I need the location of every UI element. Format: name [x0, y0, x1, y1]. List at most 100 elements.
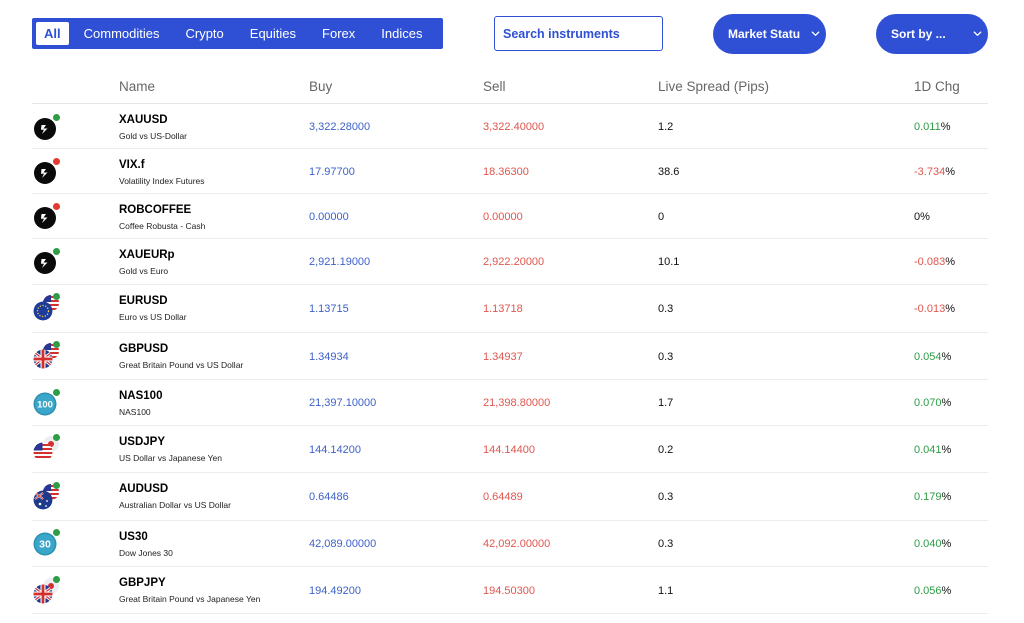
instrument-symbol[interactable]: VIX.f: [119, 159, 145, 171]
sell-price[interactable]: 42,092.00000: [483, 538, 551, 550]
daily-change: 0.011%: [914, 121, 951, 133]
market-status-dot-icon: [53, 293, 60, 300]
sell-price[interactable]: 0.64489: [483, 491, 523, 503]
daily-change: -0.013%: [914, 303, 955, 315]
au-us-flags-icon: [32, 481, 62, 511]
instrument-symbol[interactable]: GBPJPY: [119, 577, 166, 589]
live-spread: 1.1: [658, 585, 674, 597]
daily-change-value: 0.011: [914, 121, 941, 133]
table-row[interactable]: XAUUSD Gold vs US-Dollar 3,322.28000 3,322.…: [32, 104, 988, 149]
instrument-description: Great Britain Pound vs US Dollar: [119, 360, 244, 370]
instrument-symbol[interactable]: AUDUSD: [119, 483, 169, 495]
svg-text:100: 100: [37, 400, 53, 411]
tab-commodities[interactable]: Commodities: [83, 26, 160, 41]
daily-change-suffix: %: [941, 444, 952, 456]
market-status-dot-icon: [53, 341, 60, 348]
commodity-logo-icon: [32, 202, 62, 232]
instrument-description: Euro vs US Dollar: [119, 312, 187, 322]
header-spread[interactable]: Live Spread (Pips): [658, 79, 770, 94]
sell-price[interactable]: 2,922.20000: [483, 256, 545, 268]
instruments-table: Name Buy Sell Live Spread (Pips) 1D Chg …: [32, 70, 988, 614]
instrument-symbol[interactable]: EURUSD: [119, 295, 168, 307]
tab-indices[interactable]: Indices: [381, 26, 423, 41]
header-sell[interactable]: Sell: [483, 79, 506, 94]
daily-change-suffix: %: [941, 397, 952, 409]
sell-price[interactable]: 194.50300: [483, 585, 535, 597]
sort-dropdown[interactable]: Sort by ...: [876, 14, 988, 54]
chevron-down-icon: [811, 31, 820, 36]
buy-price[interactable]: 21,397.10000: [309, 397, 377, 409]
daily-change-suffix: %: [941, 491, 952, 503]
table-row[interactable]: GBPJPY Great Britain Pound vs Japanese Ye…: [32, 567, 988, 614]
table-row[interactable]: XAUEURp Gold vs Euro 2,921.19000 2,922.2000…: [32, 239, 988, 285]
table-row[interactable]: USDJPY US Dollar vs Japanese Yen 144.14200…: [32, 426, 988, 473]
live-spread: 1.2: [658, 121, 674, 133]
daily-change: 0.054%: [914, 351, 951, 363]
instrument-symbol[interactable]: ROBCOFFEE: [119, 204, 192, 216]
sell-price[interactable]: 1.34937: [483, 351, 523, 363]
daily-change-suffix: %: [945, 303, 955, 315]
us-jp-flags-icon: [32, 433, 62, 463]
buy-price[interactable]: 2,921.19000: [309, 256, 371, 268]
header-buy[interactable]: Buy: [309, 79, 333, 94]
buy-price[interactable]: 194.49200: [309, 585, 361, 597]
table-row[interactable]: 30 US30 Dow Jones 30 42,089.00000 42,092.000…: [32, 521, 988, 567]
header-change[interactable]: 1D Chg: [914, 79, 960, 94]
instrument-description: Australian Dollar vs US Dollar: [119, 500, 231, 510]
daily-change-value: 0.041: [914, 444, 942, 456]
instrument-symbol[interactable]: XAUEURp: [119, 249, 175, 261]
buy-price[interactable]: 42,089.00000: [309, 538, 377, 550]
instrument-description: Volatility Index Futures: [119, 176, 205, 186]
tab-all[interactable]: All: [36, 22, 69, 45]
daily-change: 0.041%: [914, 444, 951, 456]
buy-price[interactable]: 0.00000: [309, 211, 349, 223]
buy-price[interactable]: 144.14200: [309, 444, 361, 456]
instrument-symbol[interactable]: US30: [119, 531, 148, 543]
daily-change-value: -3.734: [914, 166, 946, 178]
sell-price[interactable]: 18.36300: [483, 166, 529, 178]
buy-price[interactable]: 17.97700: [309, 166, 355, 178]
buy-price[interactable]: 0.64486: [309, 491, 349, 503]
sell-price[interactable]: 1.13718: [483, 303, 523, 315]
sell-price[interactable]: 0.00000: [483, 211, 523, 223]
header-name[interactable]: Name: [119, 79, 156, 94]
market-status-dot-icon: [53, 529, 60, 536]
search-input[interactable]: [494, 16, 663, 51]
buy-price[interactable]: 1.13715: [309, 303, 349, 315]
instrument-symbol[interactable]: GBPUSD: [119, 343, 169, 355]
instrument-symbol[interactable]: XAUUSD: [119, 114, 168, 126]
market-status-dropdown[interactable]: Market Statu: [713, 14, 826, 54]
sell-price[interactable]: 21,398.80000: [483, 397, 551, 409]
table-row[interactable]: EURUSD Euro vs US Dollar 1.13715 1.13718 0.3…: [32, 285, 988, 333]
category-tabs: All Commodities Crypto Equities Forex In…: [32, 18, 443, 49]
sell-price[interactable]: 3,322.40000: [483, 121, 545, 133]
instrument-symbol[interactable]: NAS100: [119, 390, 163, 402]
market-status-dot-icon: [53, 114, 60, 121]
market-status-dot-icon: [53, 482, 60, 489]
buy-price[interactable]: 3,322.28000: [309, 121, 371, 133]
table-row[interactable]: VIX.f Volatility Index Futures 17.97700 18.…: [32, 149, 988, 194]
filter-toolbar: All Commodities Crypto Equities Forex In…: [0, 0, 1024, 70]
market-status-dot-icon: [53, 203, 60, 210]
live-spread: 0.3: [658, 351, 674, 363]
table-row[interactable]: 100 NAS100 NAS100 21,397.10000 21,398.80000 1…: [32, 380, 988, 426]
table-row[interactable]: ROBCOFFEE Coffee Robusta - Cash 0.00000 0.0…: [32, 194, 988, 239]
live-spread: 0.3: [658, 538, 674, 550]
daily-change-suffix: %: [941, 585, 952, 597]
buy-price[interactable]: 1.34934: [309, 351, 349, 363]
market-status-label: Market Statu: [728, 27, 801, 41]
sell-price[interactable]: 144.14400: [483, 444, 535, 456]
market-status-dot-icon: [53, 158, 60, 165]
instrument-symbol[interactable]: USDJPY: [119, 436, 166, 448]
table-row[interactable]: GBPUSD Great Britain Pound vs US Dollar 1.…: [32, 333, 988, 380]
table-row[interactable]: AUDUSD Australian Dollar vs US Dollar 0.64…: [32, 473, 988, 521]
market-status-dot-icon: [53, 389, 60, 396]
commodity-logo-icon: [32, 247, 62, 277]
live-spread: 0.3: [658, 491, 674, 503]
tab-equities[interactable]: Equities: [249, 26, 297, 41]
table-header: Name Buy Sell Live Spread (Pips) 1D Chg: [32, 70, 988, 104]
uk-us-flags-icon: [32, 340, 62, 370]
commodity-logo-icon: [32, 113, 62, 143]
tab-forex[interactable]: Forex: [322, 26, 356, 41]
tab-crypto[interactable]: Crypto: [185, 26, 224, 41]
